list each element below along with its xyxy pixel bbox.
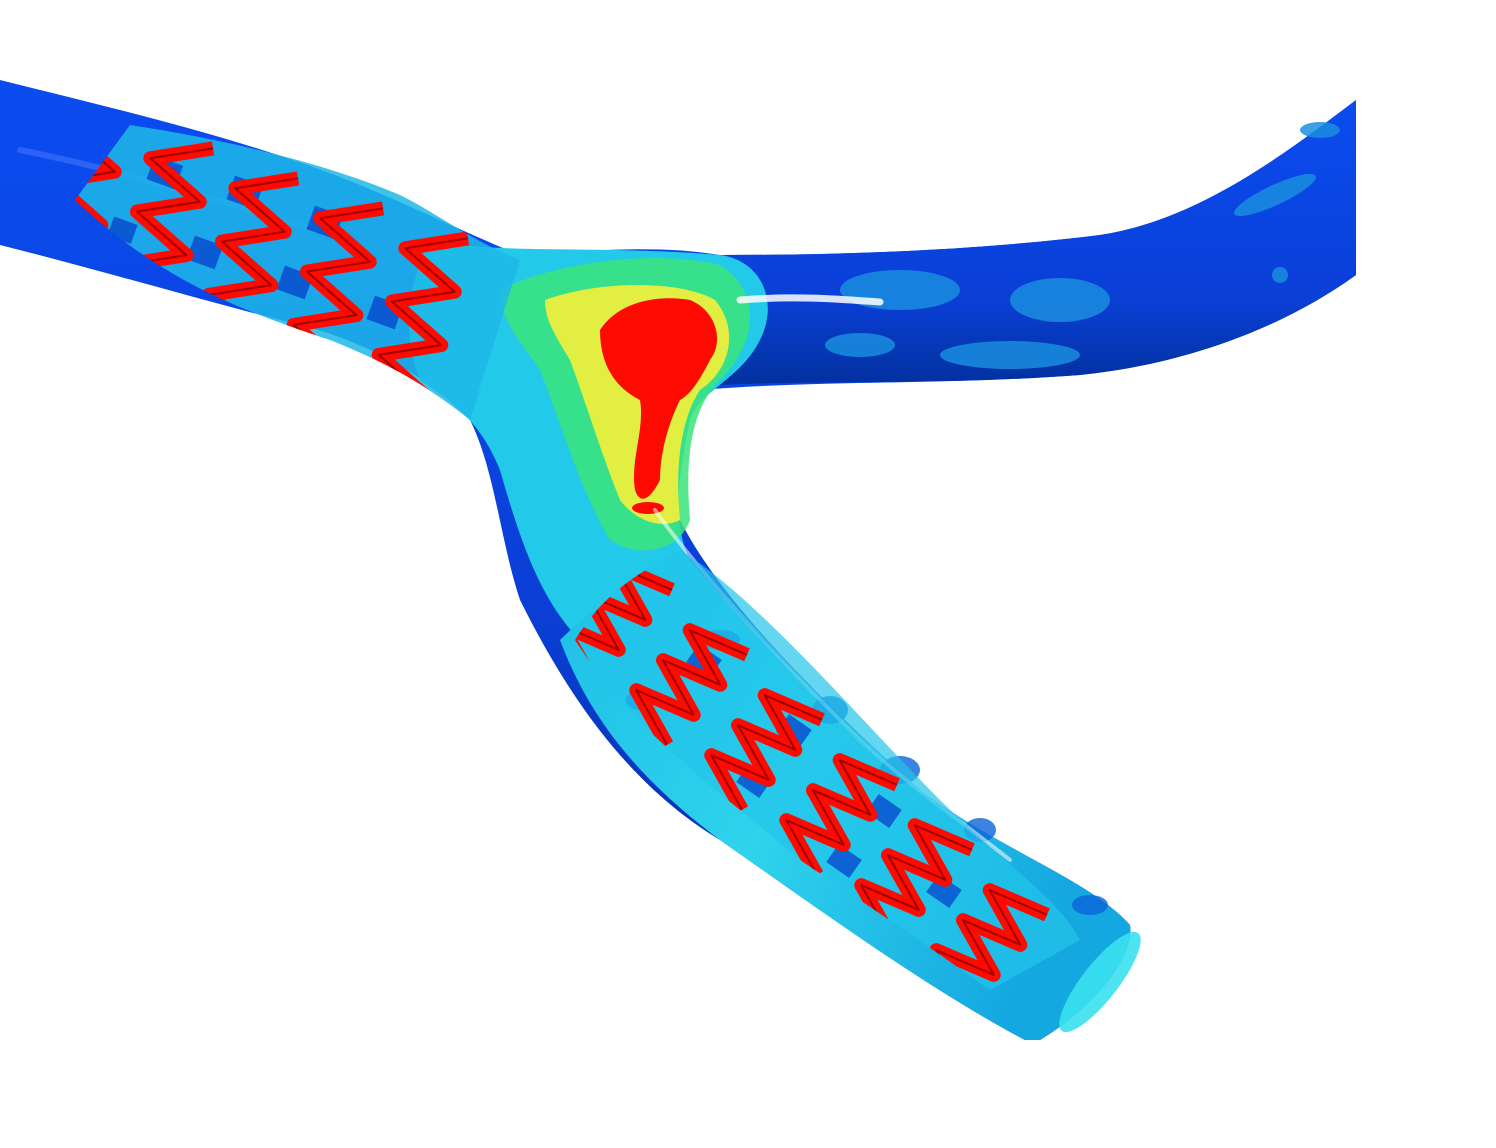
right-branch-segment	[720, 100, 1356, 385]
stent-ring-edge	[935, 889, 1048, 990]
render-shape	[866, 793, 902, 829]
stent-ring-edge	[710, 694, 823, 811]
render-shape	[186, 235, 224, 270]
render-shape	[1272, 267, 1288, 283]
render-shape	[1072, 895, 1108, 915]
render-shape	[1233, 173, 1317, 217]
stent-ring-edge	[785, 759, 898, 876]
stent-ring-edge	[377, 237, 469, 400]
render-shape	[940, 341, 1080, 369]
stent-ring-edge	[292, 207, 384, 370]
distal-vessel-end-cap	[1059, 931, 1141, 1033]
stent-ring-edge	[860, 824, 973, 941]
stent-ring-edge	[635, 629, 748, 746]
render-shape	[825, 333, 895, 357]
render-shape	[1010, 278, 1110, 322]
render-shape	[840, 270, 960, 310]
carina-high-stress-region	[600, 298, 718, 499]
render-shape	[826, 843, 862, 879]
render-shape	[1300, 122, 1340, 138]
vessel-specular-highlight	[736, 294, 884, 306]
carina-stress-spot	[632, 502, 664, 514]
